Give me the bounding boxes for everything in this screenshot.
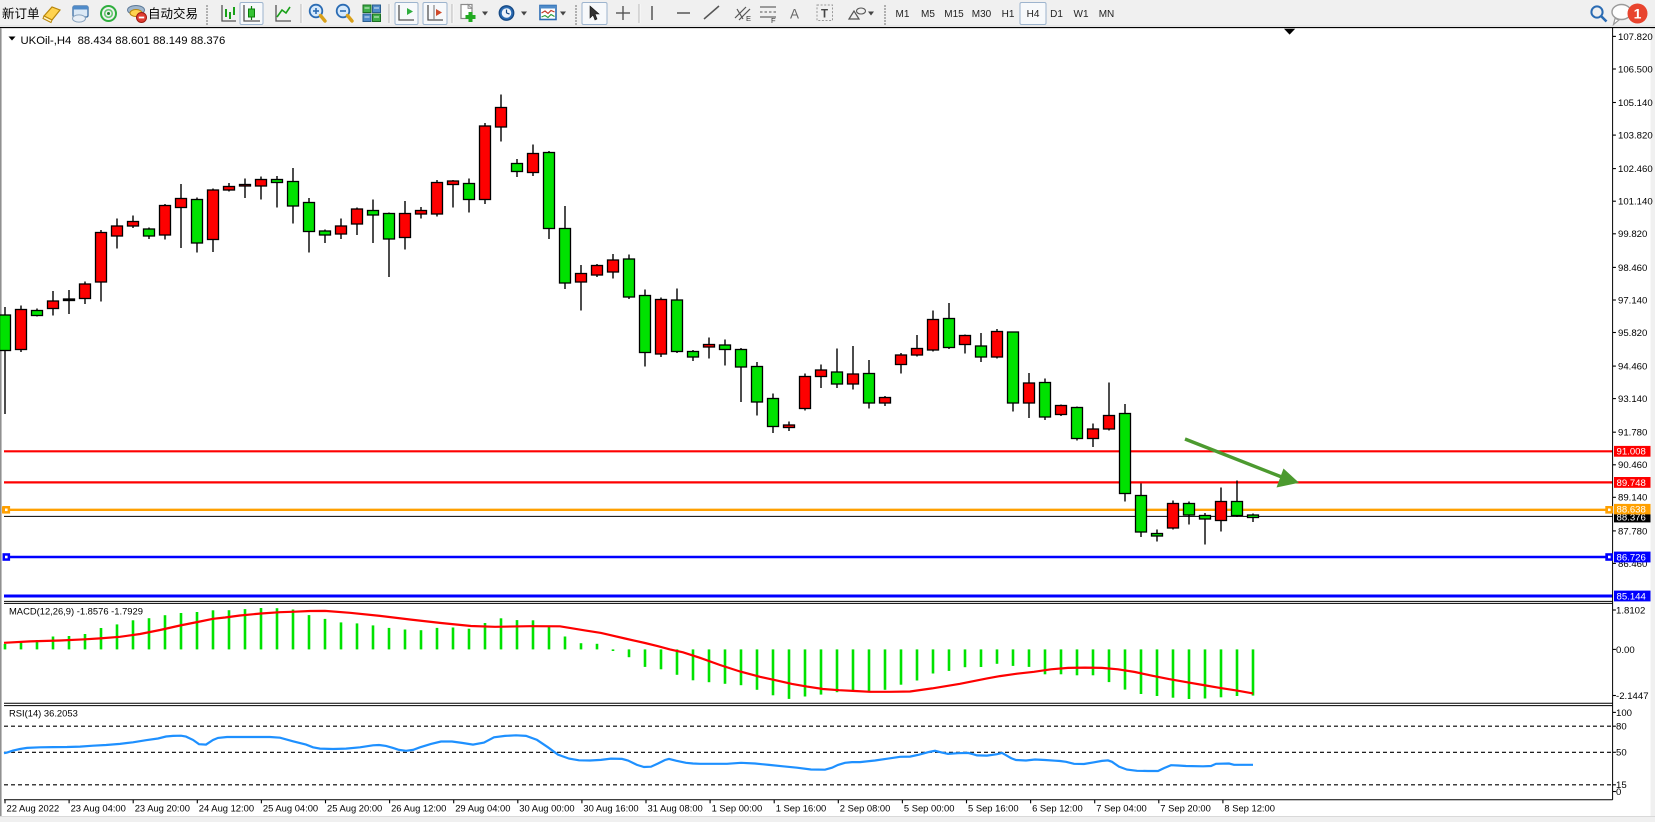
svg-text:30 Aug 00:00: 30 Aug 00:00	[519, 803, 574, 814]
svg-text:31 Aug 08:00: 31 Aug 08:00	[648, 803, 703, 814]
svg-text:A: A	[790, 7, 799, 22]
svg-text:103.820: 103.820	[1618, 131, 1653, 142]
svg-text:102.460: 102.460	[1618, 164, 1653, 175]
svg-text:99.820: 99.820	[1618, 229, 1647, 240]
svg-text:6 Sep 12:00: 6 Sep 12:00	[1032, 803, 1083, 814]
svg-text:M15: M15	[944, 9, 964, 20]
svg-text:H4: H4	[1027, 9, 1040, 20]
svg-text:MACD(12,26,9) -1.8576 -1.7929: MACD(12,26,9) -1.8576 -1.7929	[9, 606, 143, 617]
svg-text:-2.1447: -2.1447	[1616, 691, 1649, 702]
svg-text:50: 50	[1616, 748, 1627, 759]
svg-text:M30: M30	[972, 9, 992, 20]
svg-text:26 Aug 12:00: 26 Aug 12:00	[391, 803, 446, 814]
svg-text:86.726: 86.726	[1617, 552, 1646, 563]
svg-text:101.140: 101.140	[1618, 197, 1653, 208]
svg-text:15: 15	[1616, 780, 1627, 791]
svg-text:0.00: 0.00	[1616, 645, 1635, 656]
svg-text:M1: M1	[896, 9, 910, 20]
svg-text:5 Sep 00:00: 5 Sep 00:00	[904, 803, 955, 814]
svg-text:8 Sep 12:00: 8 Sep 12:00	[1224, 803, 1275, 814]
svg-text:E: E	[746, 14, 751, 23]
svg-text:105.140: 105.140	[1618, 98, 1653, 109]
svg-text:D1: D1	[1050, 9, 1063, 20]
svg-text:W1: W1	[1074, 9, 1089, 20]
svg-text:88.376: 88.376	[1617, 512, 1646, 523]
svg-text:85.144: 85.144	[1617, 591, 1647, 602]
svg-text:29 Aug 04:00: 29 Aug 04:00	[455, 803, 510, 814]
svg-text:1.8102: 1.8102	[1616, 605, 1645, 616]
svg-text:UKOil-,H4 88.434 88.601 88.14: UKOil-,H4 88.434 88.601 88.149 88.376	[21, 35, 226, 47]
svg-text:89.140: 89.140	[1618, 493, 1647, 504]
svg-text:94.460: 94.460	[1618, 362, 1647, 373]
svg-text:23 Aug 20:00: 23 Aug 20:00	[135, 803, 190, 814]
svg-text:7 Sep 04:00: 7 Sep 04:00	[1096, 803, 1147, 814]
svg-text:87.780: 87.780	[1618, 526, 1647, 537]
svg-text:91.780: 91.780	[1618, 428, 1647, 439]
svg-text:100: 100	[1616, 708, 1632, 719]
svg-text:24 Aug 12:00: 24 Aug 12:00	[199, 803, 254, 814]
svg-text:86.460: 86.460	[1618, 559, 1647, 570]
svg-text:MN: MN	[1099, 9, 1115, 20]
svg-text:89.748: 89.748	[1617, 478, 1646, 489]
svg-text:1: 1	[1634, 6, 1642, 22]
svg-text:97.140: 97.140	[1618, 295, 1647, 306]
svg-text:2 Sep 08:00: 2 Sep 08:00	[840, 803, 891, 814]
svg-text:98.460: 98.460	[1618, 263, 1647, 274]
svg-text:新订单: 新订单	[2, 6, 40, 21]
svg-text:80: 80	[1616, 722, 1627, 733]
svg-text:RSI(14) 36.2053: RSI(14) 36.2053	[9, 708, 78, 719]
svg-text:91.008: 91.008	[1617, 447, 1646, 458]
svg-text:107.820: 107.820	[1618, 32, 1653, 43]
svg-text:23 Aug 04:00: 23 Aug 04:00	[71, 803, 126, 814]
svg-text:25 Aug 20:00: 25 Aug 20:00	[327, 803, 382, 814]
svg-text:1 Sep 16:00: 1 Sep 16:00	[776, 803, 827, 814]
svg-text:0: 0	[1616, 787, 1621, 798]
svg-text:5 Sep 16:00: 5 Sep 16:00	[968, 803, 1019, 814]
svg-text:106.500: 106.500	[1618, 64, 1653, 75]
svg-text:7 Sep 20:00: 7 Sep 20:00	[1160, 803, 1211, 814]
svg-text:25 Aug 04:00: 25 Aug 04:00	[263, 803, 318, 814]
svg-text:88.638: 88.638	[1617, 505, 1646, 516]
svg-text:F: F	[771, 16, 776, 25]
svg-text:M5: M5	[921, 9, 935, 20]
svg-text:自动交易: 自动交易	[148, 6, 198, 21]
svg-text:95.820: 95.820	[1618, 328, 1647, 339]
svg-text:22 Aug 2022: 22 Aug 2022	[7, 803, 60, 814]
svg-text:30 Aug 16:00: 30 Aug 16:00	[583, 803, 638, 814]
svg-text:T: T	[821, 9, 828, 21]
svg-text:90.460: 90.460	[1618, 460, 1647, 471]
svg-text:93.140: 93.140	[1618, 394, 1647, 405]
svg-text:1 Sep 00:00: 1 Sep 00:00	[712, 803, 763, 814]
svg-text:H1: H1	[1002, 9, 1015, 20]
